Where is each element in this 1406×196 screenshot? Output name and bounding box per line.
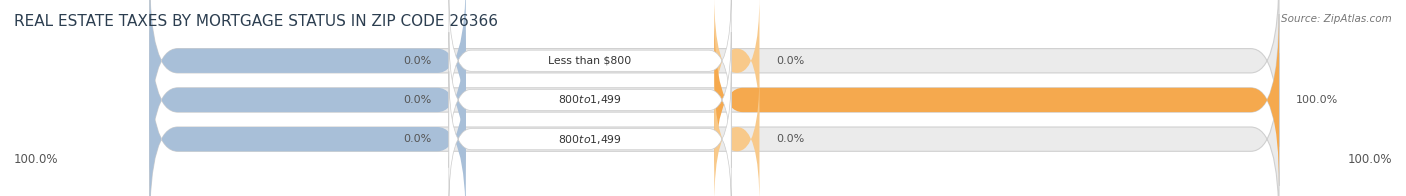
Text: Less than $800: Less than $800: [548, 56, 631, 66]
FancyBboxPatch shape: [714, 0, 759, 127]
Text: 0.0%: 0.0%: [404, 95, 432, 105]
FancyBboxPatch shape: [449, 71, 731, 196]
FancyBboxPatch shape: [449, 0, 731, 129]
FancyBboxPatch shape: [149, 53, 1279, 196]
FancyBboxPatch shape: [449, 32, 731, 168]
FancyBboxPatch shape: [149, 53, 465, 196]
Text: REAL ESTATE TAXES BY MORTGAGE STATUS IN ZIP CODE 26366: REAL ESTATE TAXES BY MORTGAGE STATUS IN …: [14, 14, 498, 29]
Text: 100.0%: 100.0%: [1347, 153, 1392, 166]
FancyBboxPatch shape: [149, 14, 1279, 186]
FancyBboxPatch shape: [149, 0, 1279, 147]
FancyBboxPatch shape: [714, 14, 1279, 186]
Text: 0.0%: 0.0%: [776, 134, 804, 144]
Text: Source: ZipAtlas.com: Source: ZipAtlas.com: [1281, 14, 1392, 24]
Text: 0.0%: 0.0%: [404, 56, 432, 66]
Text: 100.0%: 100.0%: [1296, 95, 1339, 105]
Text: 0.0%: 0.0%: [404, 134, 432, 144]
FancyBboxPatch shape: [149, 14, 465, 186]
Text: 0.0%: 0.0%: [776, 56, 804, 66]
FancyBboxPatch shape: [714, 73, 759, 196]
FancyBboxPatch shape: [149, 0, 465, 147]
Text: $800 to $1,499: $800 to $1,499: [558, 93, 621, 106]
Text: $800 to $1,499: $800 to $1,499: [558, 133, 621, 146]
Text: 100.0%: 100.0%: [14, 153, 59, 166]
